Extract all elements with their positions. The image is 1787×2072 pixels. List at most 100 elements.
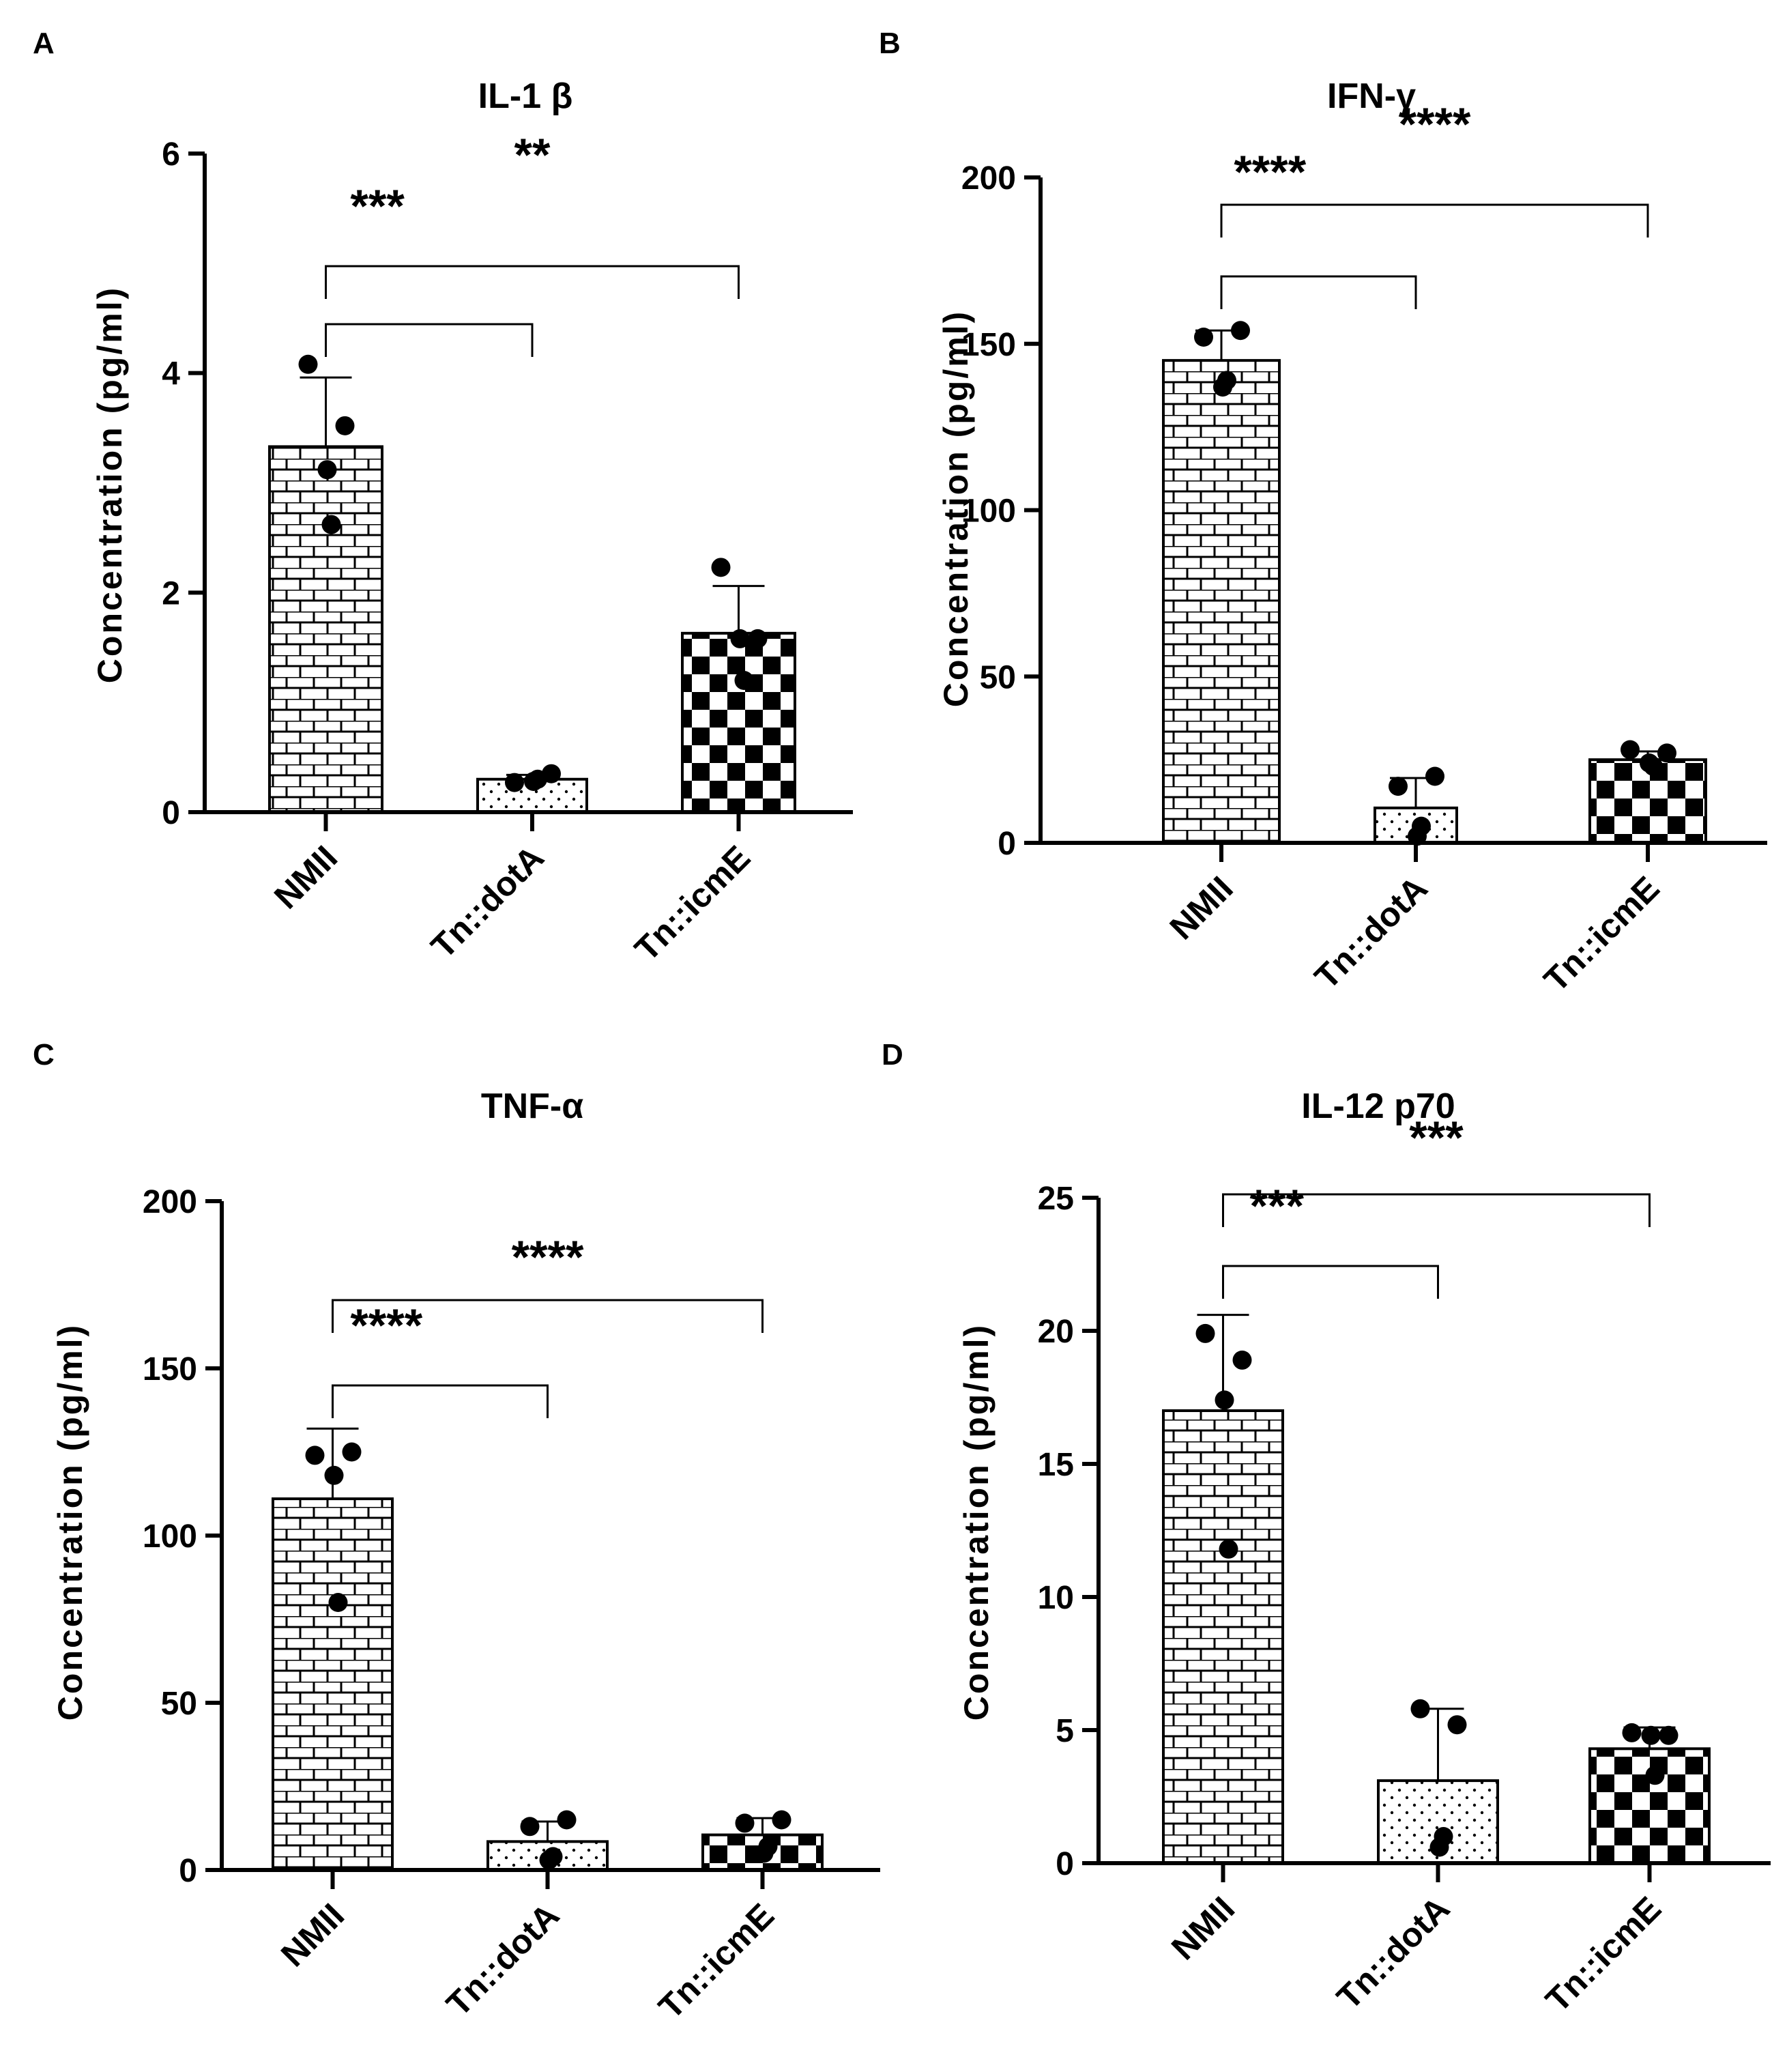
data-point (342, 1442, 362, 1462)
y-axis-label: Concentration (pg/ml) (937, 310, 975, 707)
data-point (557, 1810, 577, 1830)
panel-letter: B (879, 27, 901, 60)
data-point (730, 629, 750, 648)
significance-label: **** (512, 1231, 584, 1283)
data-point (1645, 1766, 1665, 1785)
data-point (324, 1465, 344, 1485)
data-point (1232, 1350, 1252, 1370)
y-axis-label: Concentration (pg/ml) (957, 1323, 996, 1721)
data-point (505, 773, 524, 792)
data-point (543, 1847, 563, 1867)
data-point (748, 629, 768, 648)
x-tick-label: NMII (274, 1896, 351, 1974)
significance-label: *** (350, 180, 405, 232)
x-tick-label: Tn::dotA (424, 838, 551, 966)
y-tick-label: 0 (1056, 1846, 1074, 1882)
data-point (772, 1810, 791, 1830)
y-axis-label: Concentration (pg/ml) (51, 1323, 89, 1721)
data-point (1195, 1323, 1215, 1343)
y-tick-label: 15 (1038, 1447, 1074, 1483)
data-point (305, 1445, 325, 1465)
bar-NMII (268, 445, 383, 814)
data-point (328, 1593, 348, 1612)
x-tick-label: Tn::dotA (1307, 869, 1435, 996)
chart-title: IL-1 β (478, 76, 573, 116)
significance-bracket (332, 1384, 549, 1418)
significance-label: *** (1409, 1112, 1464, 1164)
significance-label: ** (514, 129, 551, 181)
y-tick-label: 20 (1038, 1314, 1074, 1350)
y-tick-label: 0 (998, 826, 1016, 862)
data-point (1412, 816, 1431, 836)
chart-title: TNF-α (481, 1087, 583, 1126)
x-tick-label: Tn::icmE (1537, 869, 1667, 999)
significance-bracket (1222, 1265, 1439, 1299)
x-tick-label: Tn::icmE (651, 1896, 781, 2026)
panel-letter: D (882, 1038, 903, 1071)
chart-title: IFN-γ (1327, 76, 1416, 116)
data-point (1434, 1827, 1453, 1846)
x-tick-label: Tn::dotA (439, 1896, 566, 2024)
x-tick-label: NMII (267, 838, 345, 916)
y-tick-label: 50 (161, 1686, 197, 1722)
significance-bracket (325, 265, 740, 299)
bar-Tn::icmE (1588, 1747, 1711, 1865)
x-tick-label: Tn::icmE (1538, 1889, 1668, 2019)
x-tick-label: NMII (1164, 1889, 1242, 1967)
significance-bracket (1220, 203, 1649, 238)
data-point (735, 1813, 755, 1833)
data-point (1194, 328, 1213, 347)
y-tick-label: 0 (179, 1853, 197, 1889)
data-point (335, 416, 355, 435)
data-point (1425, 766, 1444, 786)
data-point (1231, 321, 1250, 341)
x-tick-label: Tn::dotA (1329, 1889, 1457, 2017)
bar-NMII (272, 1497, 394, 1872)
y-tick-label: 5 (1056, 1713, 1074, 1749)
y-tick-label: 4 (162, 356, 180, 392)
y-tick-label: 100 (143, 1519, 197, 1555)
y-tick-label: 50 (980, 659, 1016, 695)
data-point (528, 769, 547, 789)
y-tick-label: 150 (143, 1351, 197, 1387)
panel-c: C TNF-α Concentration (pg/ml) 0 50 100 150 2… (33, 1038, 880, 2026)
significance-label: **** (350, 1299, 422, 1351)
x-tick-label: NMII (1163, 869, 1240, 947)
data-point (1219, 1539, 1238, 1559)
panel-d: D IL-12 p70 Concentration (pg/ml) 0 5 10 15… (882, 1038, 1771, 2019)
y-tick-label: 150 (961, 327, 1016, 363)
y-tick-label: 6 (162, 136, 180, 173)
data-point (317, 460, 337, 480)
significance-bracket (332, 1299, 764, 1333)
y-axis-label: Concentration (pg/ml) (91, 286, 129, 683)
data-point (758, 1837, 778, 1856)
y-tick-label: 10 (1038, 1580, 1074, 1616)
y-tick-label: 2 (162, 575, 180, 611)
data-point (1215, 1390, 1234, 1410)
panel-letter: C (33, 1038, 55, 1071)
y-tick-label: 100 (961, 493, 1016, 530)
data-point (1447, 1715, 1467, 1735)
y-tick-label: 0 (162, 795, 180, 831)
data-point (1657, 743, 1676, 763)
data-point (1659, 1725, 1679, 1745)
y-tick-label: 200 (961, 160, 1016, 197)
panel-a: A IL-1 β Concentration (pg/ml) 0 2 4 6 NMII T… (33, 27, 853, 968)
significance-bracket (1220, 275, 1417, 309)
significance-bracket (325, 323, 534, 357)
data-point (1621, 740, 1640, 760)
data-point (1410, 1699, 1430, 1718)
panel-b: B IFN-γ Concentration (pg/ml) 0 50 100 150 2… (879, 27, 1767, 999)
data-point (520, 1817, 540, 1837)
significance-bracket (1222, 1193, 1651, 1227)
data-point (1641, 1725, 1661, 1745)
x-tick-label: Tn::icmE (627, 838, 757, 968)
data-point (1622, 1723, 1642, 1742)
data-point (734, 671, 754, 690)
bar-NMII (1162, 1409, 1284, 1865)
